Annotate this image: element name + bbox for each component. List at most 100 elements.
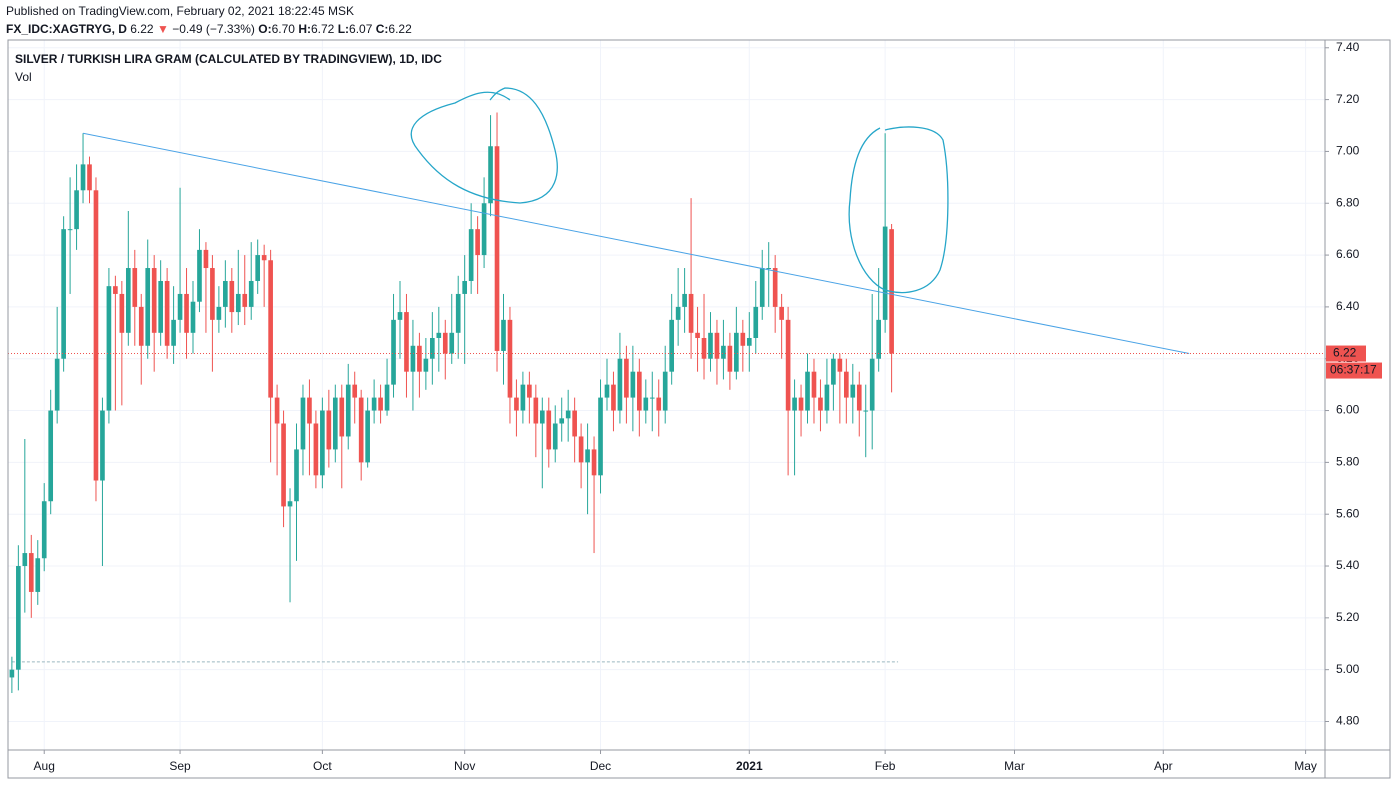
candle-body <box>869 358 875 411</box>
candle-body <box>442 332 448 354</box>
candle-body <box>843 371 849 398</box>
y-tick-label: 6.40 <box>1336 299 1360 313</box>
x-tick-label: 2021 <box>736 759 763 773</box>
candle-body <box>281 423 286 507</box>
candle-body <box>216 306 222 320</box>
candle-body <box>468 229 474 281</box>
candle-body <box>772 268 778 307</box>
h-label: H: <box>298 22 311 36</box>
candle-body <box>404 312 409 372</box>
candle-body <box>430 337 435 359</box>
candle-body <box>223 280 228 307</box>
trendline <box>82 132 1190 355</box>
candle-body <box>93 190 99 481</box>
x-tick-label: Sep <box>169 759 191 773</box>
y-tick-label: 4.80 <box>1336 714 1360 728</box>
candle-body <box>255 255 261 281</box>
c-label: C: <box>376 22 389 36</box>
candle-body <box>145 268 151 346</box>
candle-body <box>539 410 545 424</box>
change: −0.49 (−7.33%) <box>172 22 255 36</box>
candle-body <box>391 319 396 385</box>
candle-body <box>882 226 888 320</box>
candle-body <box>358 397 364 463</box>
candle-body <box>235 293 241 313</box>
grid <box>8 40 1325 750</box>
y-tick-label: 5.40 <box>1336 558 1360 572</box>
candle-body <box>701 337 707 359</box>
candle-body <box>307 397 312 424</box>
last: 6.22 <box>130 22 154 36</box>
l-label: L: <box>338 22 349 36</box>
candle-body <box>125 268 131 333</box>
y-tick-label: 5.00 <box>1336 662 1360 676</box>
x-tick-label: May <box>1294 759 1317 773</box>
candle-body <box>682 293 687 307</box>
candle-body <box>604 384 610 398</box>
candle-body <box>798 397 804 411</box>
candle-body <box>721 345 726 359</box>
candle-body <box>811 371 817 398</box>
y-tick-label: 5.80 <box>1336 455 1360 469</box>
candle-body <box>210 268 215 320</box>
y-tick-label: 6.60 <box>1336 247 1360 261</box>
candle-body <box>727 345 733 372</box>
candle-body <box>617 358 623 411</box>
candle-body <box>455 293 461 333</box>
candle-body <box>746 337 752 346</box>
x-tick-label: Oct <box>313 759 332 773</box>
y-tick-label: 5.60 <box>1336 506 1360 520</box>
h: 6.72 <box>311 22 335 36</box>
candle-body <box>16 566 21 670</box>
candle-body <box>669 319 675 372</box>
candle-body <box>313 423 319 476</box>
candle-body <box>397 312 403 320</box>
candle-body <box>565 410 571 419</box>
y-tick-label: 6.80 <box>1336 195 1360 209</box>
chart-subtitle: Vol <box>15 70 32 84</box>
candle-body <box>818 397 823 411</box>
candle-body <box>345 384 351 437</box>
candle-body <box>9 669 15 678</box>
candle-body <box>287 501 293 507</box>
candle-body <box>87 164 92 191</box>
candle-body <box>501 319 506 351</box>
candle-body <box>624 358 629 398</box>
y-tick-label: 7.00 <box>1336 144 1360 158</box>
candle-body <box>514 397 519 411</box>
candle-body <box>378 397 383 411</box>
candle-body <box>158 280 163 333</box>
candle-body <box>138 306 144 346</box>
candle-body <box>714 332 720 359</box>
candle-body <box>28 553 34 592</box>
candle-body <box>462 280 468 294</box>
frame <box>7 39 1391 779</box>
candle-body <box>753 306 759 338</box>
drawing-circle <box>410 87 558 204</box>
candle-body <box>766 268 772 270</box>
candle-body <box>242 293 248 307</box>
candle-body <box>643 397 649 411</box>
candle-body <box>546 410 552 450</box>
candle-body <box>197 249 202 302</box>
candle-body <box>572 410 577 437</box>
candle-body <box>300 397 306 450</box>
arrow: ▼ <box>157 22 169 36</box>
c: 6.22 <box>388 22 412 36</box>
candle-body <box>423 358 429 372</box>
candle-body <box>48 410 54 502</box>
candle-body <box>734 332 739 372</box>
candle-body <box>384 384 390 411</box>
candle-body <box>637 371 642 411</box>
candle-body <box>100 410 105 481</box>
candle-body <box>824 384 830 411</box>
candle-body <box>649 397 655 399</box>
candle-body <box>656 397 662 411</box>
candle-body <box>74 190 79 230</box>
candle-body <box>436 332 442 338</box>
candle-body <box>54 358 60 411</box>
candle-body <box>805 371 810 411</box>
o-label: O: <box>258 22 271 36</box>
